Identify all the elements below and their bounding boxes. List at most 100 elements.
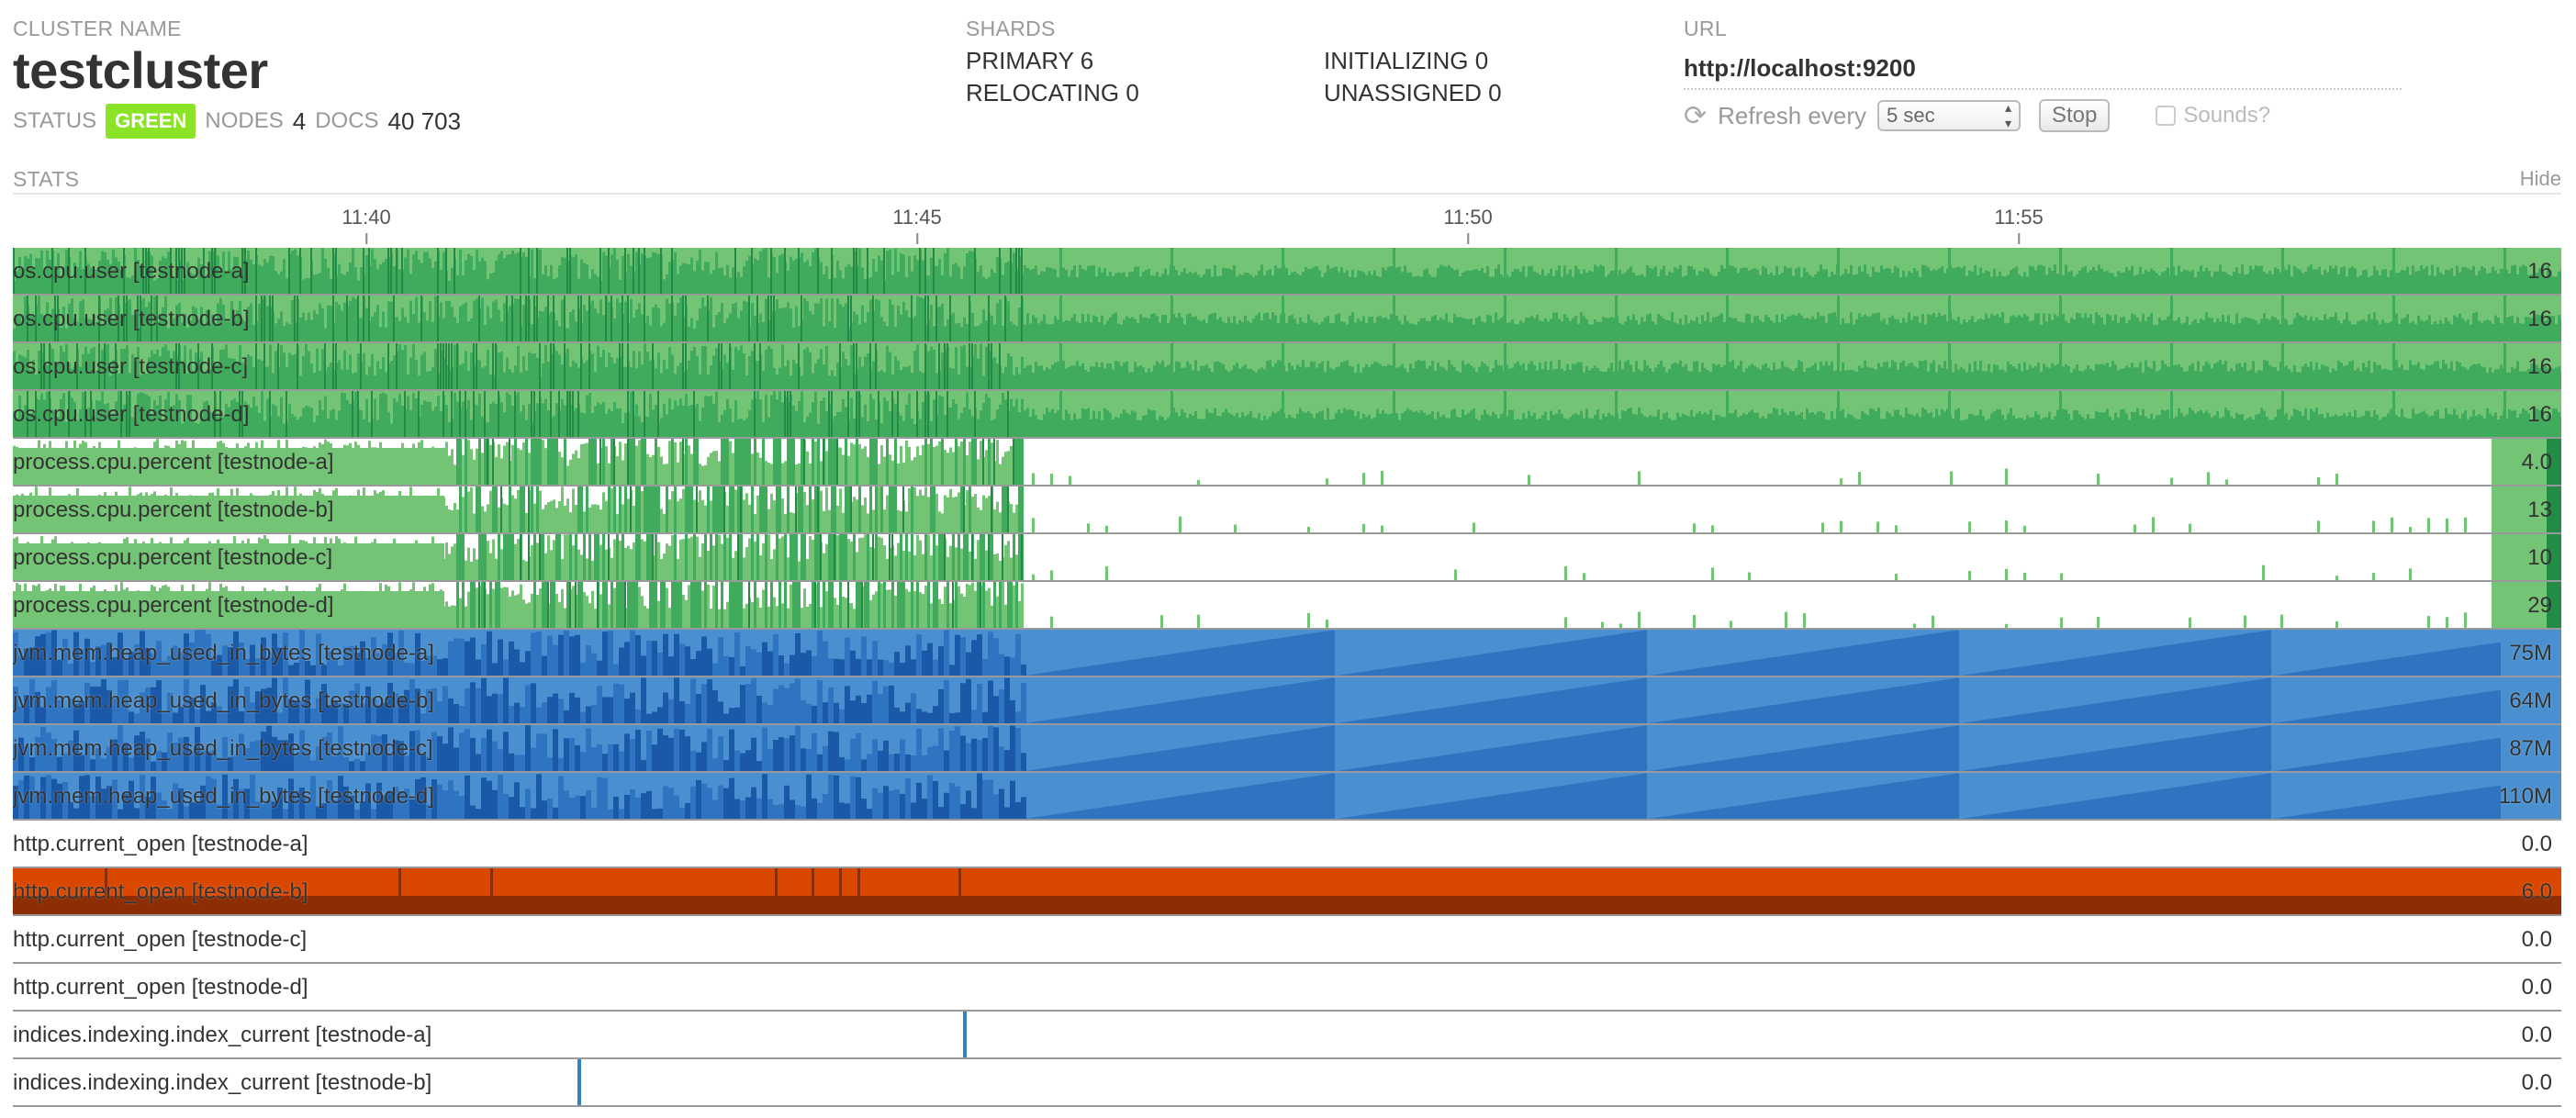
horizon-band: [913, 351, 916, 389]
horizon-band: [1742, 413, 1745, 437]
horizon-band: [2387, 413, 2390, 437]
horizon-band: [627, 253, 630, 294]
horizon-band: [1313, 418, 1316, 437]
horizon-band: [1360, 372, 1362, 389]
horizon-band: [1266, 361, 1269, 389]
horizon-band: [2536, 408, 2538, 437]
horizon-band: [644, 248, 645, 294]
horizon-band: [451, 449, 454, 485]
horizon-band: [1842, 318, 1844, 341]
horizon-band: [420, 263, 423, 294]
horizon-band: [2401, 363, 2403, 389]
horizon-band: [1120, 324, 1123, 341]
horizon-band: [985, 393, 988, 437]
horizon-band: [1723, 364, 1726, 389]
refresh-icon[interactable]: ⟳: [1684, 100, 1708, 131]
shards-info: SHARDS PRIMARY 6 INITIALIZING 0 RELOCATI…: [966, 17, 1599, 107]
horizon-band: [1068, 413, 1070, 437]
horizon-band: [1219, 275, 1222, 294]
horizon-band: [1211, 413, 1214, 437]
horizon-band: [641, 439, 644, 485]
horizon-band: [803, 439, 805, 485]
horizon-band: [492, 486, 495, 532]
horizon-band: [682, 263, 685, 294]
horizon-band: [2326, 366, 2329, 389]
horizon-band: [2511, 367, 2514, 389]
horizon-band: [247, 404, 250, 437]
hide-link[interactable]: Hide: [2519, 167, 2561, 190]
horizon-band: [2420, 265, 2423, 294]
horizon-band: [332, 296, 334, 341]
horizon-band: [412, 393, 415, 437]
horizon-band: [1671, 363, 1674, 389]
horizon-band: [591, 300, 594, 341]
horizon-band: [1302, 272, 1305, 294]
horizon-band: [1178, 274, 1181, 294]
horizon-band: [2384, 269, 2387, 294]
horizon-band: [1150, 275, 1153, 294]
horizon-band: [393, 397, 396, 437]
horizon-band: [652, 409, 655, 437]
horizon-band: [112, 413, 115, 437]
horizon-band: [62, 352, 65, 389]
horizon-band: [743, 300, 745, 341]
horizon-band: [2547, 414, 2549, 437]
horizon-band: [1988, 419, 1990, 437]
horizon-band: [1547, 419, 1550, 437]
horizon-band: [1508, 409, 1511, 437]
horizon-band: [1274, 363, 1277, 389]
horizon-band: [192, 370, 195, 389]
horizon-band: [564, 439, 566, 485]
horizon-band: [1530, 416, 1533, 437]
horizon-band: [1643, 416, 1646, 437]
horizon-band: [1886, 411, 1888, 437]
horizon-band: [2503, 296, 2506, 341]
time-axis: 11:40 11:45 11:50 11:55: [13, 206, 2561, 248]
horizon-band: [1855, 319, 1858, 341]
horizon-band: [2271, 366, 2274, 389]
horizon-band: [2321, 274, 2324, 294]
horizon-band: [1401, 363, 1404, 389]
horizon-band: [2379, 323, 2381, 341]
horizon-band: [927, 443, 930, 485]
horizon-band: [2279, 323, 2282, 341]
horizon-band: [470, 449, 473, 485]
horizon-band: [2219, 264, 2222, 294]
refresh-interval-select[interactable]: 5 sec ▴ ▾: [1876, 100, 2021, 131]
stop-button[interactable]: Stop: [2038, 99, 2111, 132]
horizon-band: [2274, 267, 2277, 294]
horizon-band: [586, 486, 588, 532]
horizon-band: [599, 357, 602, 389]
horizon-band: [316, 348, 319, 389]
horizon-band: [73, 366, 76, 389]
horizon-band: [1371, 317, 1373, 341]
horizon-band: [1387, 414, 1390, 437]
horizon-band: [2544, 276, 2547, 294]
horizon-band: [845, 266, 847, 294]
horizon-band: [2555, 408, 2558, 437]
horizon-band: [1522, 266, 1525, 294]
horizon-band: [1539, 363, 1541, 389]
horizon-band: [2073, 410, 2076, 437]
horizon-band: [2150, 368, 2153, 389]
horizon-band: [1428, 365, 1431, 389]
horizon-band: [2489, 273, 2492, 294]
horizon-band: [431, 366, 434, 389]
url-input[interactable]: http://localhost:9200: [1684, 54, 2402, 90]
horizon-band: [1128, 372, 1131, 389]
horizon-band: [1718, 363, 1720, 389]
horizon-band: [1051, 323, 1054, 341]
horizon-band: [1957, 408, 1960, 437]
horizon-band: [2005, 468, 2008, 485]
horizon-band: [911, 373, 913, 389]
horizon-band: [856, 314, 858, 341]
horizon-band: [883, 509, 886, 532]
horizon-band: [1786, 316, 1789, 341]
horizon-band: [1572, 276, 1574, 294]
horizon-band: [500, 321, 503, 341]
sounds-checkbox[interactable]: [2156, 106, 2177, 126]
horizon-band: [1566, 317, 1569, 341]
sounds-toggle[interactable]: Sounds?: [2156, 103, 2270, 129]
horizon-band: [1475, 372, 1478, 389]
horizon-band: [2122, 316, 2125, 341]
